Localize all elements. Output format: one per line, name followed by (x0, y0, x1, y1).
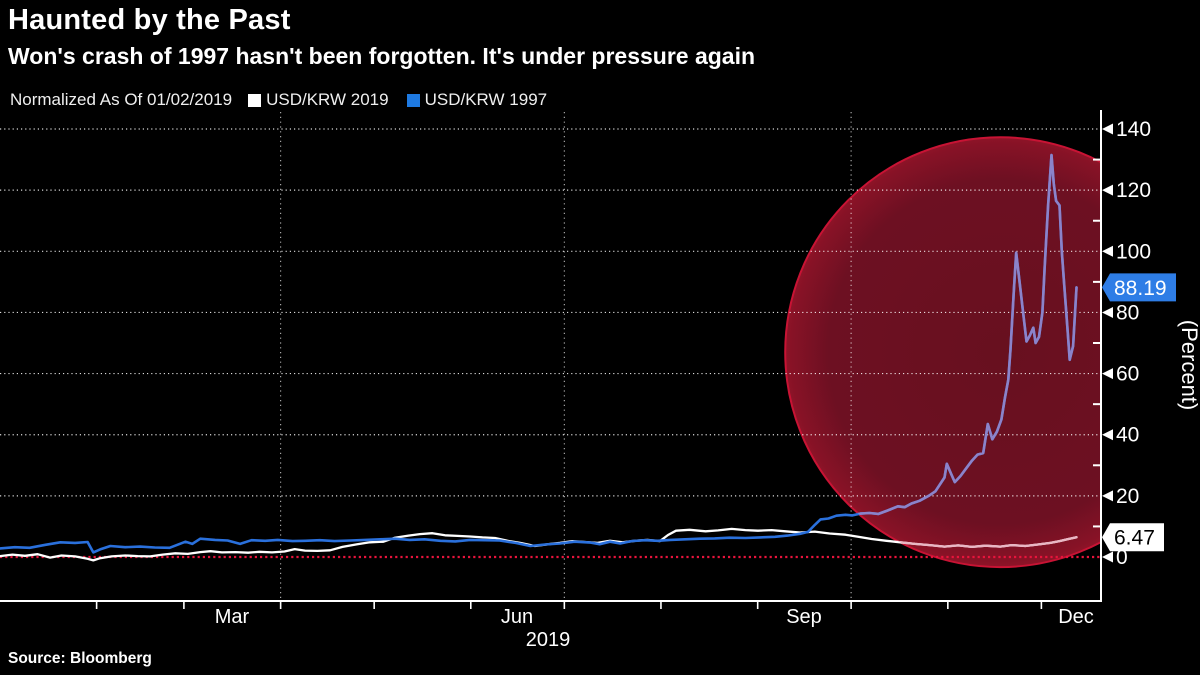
value-badge-text: 6.47 (1114, 527, 1155, 550)
legend: Normalized As Of 01/02/2019 USD/KRW 2019… (10, 90, 565, 110)
value-badge-arrow (1102, 273, 1176, 302)
y-major-tick-icon (1102, 306, 1113, 318)
y-major-tick-icon (1102, 490, 1113, 502)
y-tick-label: 120 (1116, 179, 1151, 202)
legend-label-2019: USD/KRW 2019 (266, 90, 389, 109)
chart-subtitle: Won's crash of 1997 hasn't been forgotte… (8, 43, 756, 69)
y-tick-label: 80 (1116, 301, 1139, 324)
x-month-label: Dec (1058, 606, 1094, 628)
x-axis-ticks: Mar Jun Sep Dec (95, 602, 1094, 628)
highlight-circle (784, 136, 1102, 569)
y-tick-label: 100 (1116, 240, 1151, 263)
grid-vertical (280, 112, 852, 600)
series-line-tinted-usd-krw-1997 (785, 153, 1078, 554)
value-badge-usd-krw-2019: 6.47 (1102, 523, 1164, 552)
y-axis-ticks: 0 20 40 60 80 100 120 140 (1093, 118, 1151, 569)
y-major-tick-icon (1102, 429, 1113, 441)
value-badge-usd-krw-1997: 88.19 (1102, 273, 1176, 302)
y-major-tick-icon (1102, 123, 1113, 135)
x-month-label: Mar (215, 606, 250, 628)
y-tick-label: 60 (1116, 363, 1139, 386)
x-year-label: 2019 (526, 629, 571, 651)
y-major-tick-icon (1102, 245, 1113, 257)
grid-horizontal (0, 128, 1099, 497)
chart-title: Haunted by the Past (8, 4, 291, 36)
y-tick-label: 40 (1116, 424, 1139, 447)
legend-item-usdkrw-1997: USD/KRW 1997 (406, 90, 548, 110)
legend-swatch-2019-icon (248, 93, 262, 107)
y-tick-label: 140 (1116, 118, 1151, 141)
legend-label-1997: USD/KRW 1997 (424, 90, 548, 109)
y-major-tick-icon (1102, 551, 1113, 563)
x-month-label: Jun (501, 606, 533, 628)
source-credit: Source: Bloomberg (8, 650, 152, 667)
y-axis-title: (Percent) (1177, 320, 1200, 410)
x-month-label: Sep (786, 606, 822, 628)
y-tick-label: 20 (1116, 485, 1139, 508)
legend-note: Normalized As Of 01/02/2019 (10, 90, 233, 109)
value-badge-text: 88.19 (1114, 277, 1167, 300)
legend-item-usdkrw-2019: USD/KRW 2019 (248, 90, 389, 110)
y-tick-label: 0 (1116, 546, 1128, 569)
legend-swatch-1997-icon (406, 93, 420, 107)
value-badge-arrow (1102, 523, 1164, 552)
y-major-tick-icon (1102, 368, 1113, 380)
y-major-tick-icon (1102, 184, 1113, 196)
